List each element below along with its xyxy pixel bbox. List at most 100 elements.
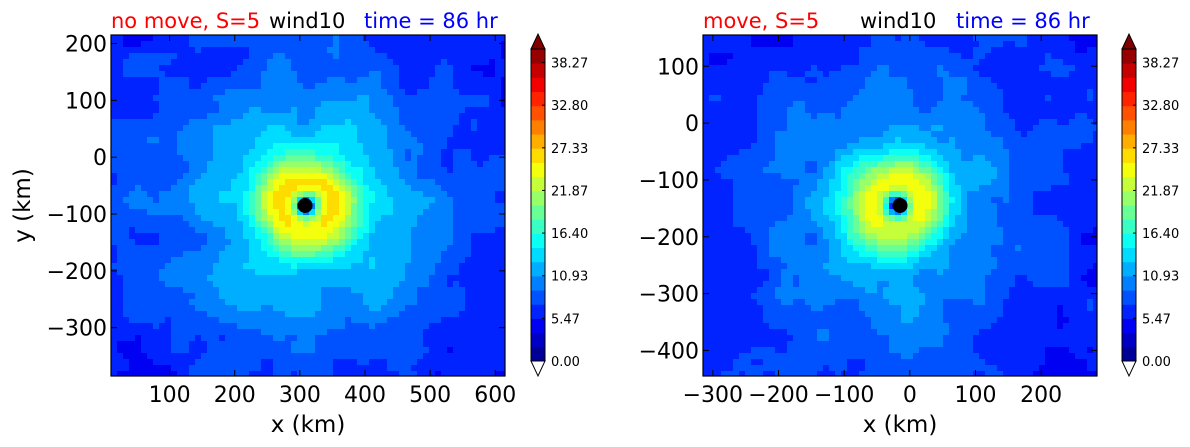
field-cell [847, 35, 854, 42]
field-cell [919, 83, 926, 90]
field-cell [865, 119, 872, 126]
field-cell [381, 347, 388, 354]
field-cell [297, 359, 304, 366]
field-cell [411, 179, 418, 186]
field-cell [817, 113, 824, 120]
field-cell [991, 125, 998, 132]
field-cell [411, 167, 418, 174]
field-cell [183, 197, 190, 204]
field-cell [363, 281, 370, 288]
field-cell [489, 269, 496, 276]
field-cell [483, 287, 490, 294]
field-cell [153, 257, 160, 264]
field-cell [363, 89, 370, 96]
field-cell [315, 245, 322, 252]
field-cell [111, 65, 118, 72]
field-cell [165, 125, 172, 132]
field-cell [117, 71, 124, 78]
field-cell [441, 215, 448, 222]
field-cell [219, 341, 226, 348]
field-cell [231, 143, 238, 150]
field-cell [375, 179, 382, 186]
field-cell [237, 71, 244, 78]
field-cell [447, 365, 454, 372]
field-cell [267, 353, 274, 360]
field-cell [447, 149, 454, 156]
field-cell [411, 35, 418, 42]
field-cell [309, 293, 316, 300]
field-cell [483, 221, 490, 228]
field-cell [859, 95, 866, 102]
field-cell [477, 365, 484, 372]
field-cell [405, 35, 412, 42]
field-cell [213, 371, 220, 377]
field-cell [733, 107, 740, 114]
field-cell [249, 197, 256, 204]
field-cell [489, 245, 496, 252]
field-cell [1009, 83, 1016, 90]
field-cell [1069, 53, 1076, 60]
field-cell [159, 233, 166, 240]
field-cell [393, 317, 400, 324]
field-cell [141, 233, 148, 240]
field-cell [387, 107, 394, 114]
field-cell [357, 173, 364, 180]
colorbar-level [531, 247, 545, 263]
field-cell [171, 161, 178, 168]
field-cell [709, 101, 716, 108]
field-cell [405, 215, 412, 222]
field-cell [1081, 35, 1088, 42]
field-cell [345, 263, 352, 270]
field-cell [123, 245, 130, 252]
field-cell [961, 59, 968, 66]
field-cell [291, 119, 298, 126]
field-cell [219, 161, 226, 168]
field-cell [333, 149, 340, 156]
field-cell [327, 101, 334, 108]
field-cell [279, 299, 286, 306]
field-cell [375, 227, 382, 234]
field-cell [405, 161, 412, 168]
field-cell [919, 107, 926, 114]
field-cell [453, 269, 460, 276]
field-cell [967, 113, 974, 120]
field-cell [943, 125, 950, 132]
field-cell [1045, 95, 1052, 102]
field-cell [285, 59, 292, 66]
field-cell [859, 125, 866, 132]
field-cell [411, 113, 418, 120]
field-cell [441, 287, 448, 294]
field-cell [159, 293, 166, 300]
field-cell [207, 35, 214, 42]
field-cell [387, 341, 394, 348]
field-cell [183, 179, 190, 186]
field-cell [117, 83, 124, 90]
field-cell [1063, 77, 1070, 84]
field-cell [871, 101, 878, 108]
field-cell [1039, 131, 1046, 138]
field-cell [141, 359, 148, 366]
field-cell [423, 95, 430, 102]
field-cell [201, 245, 208, 252]
field-cell [267, 107, 274, 114]
field-cell [195, 311, 202, 318]
field-cell [1063, 71, 1070, 78]
field-cell [411, 155, 418, 162]
field-cell [841, 41, 848, 48]
field-cell [847, 137, 854, 144]
field-cell [811, 107, 818, 114]
field-cell [1051, 77, 1058, 84]
field-cell [405, 53, 412, 60]
field-cell [739, 65, 746, 72]
field-cell [123, 209, 130, 216]
field-cell [285, 173, 292, 180]
field-cell [153, 287, 160, 294]
field-cell [207, 161, 214, 168]
field-cell [435, 353, 442, 360]
field-cell [171, 329, 178, 336]
field-cell [291, 299, 298, 306]
field-cell [291, 269, 298, 276]
field-cell [171, 41, 178, 48]
field-cell [1003, 77, 1010, 84]
field-cell [393, 65, 400, 72]
